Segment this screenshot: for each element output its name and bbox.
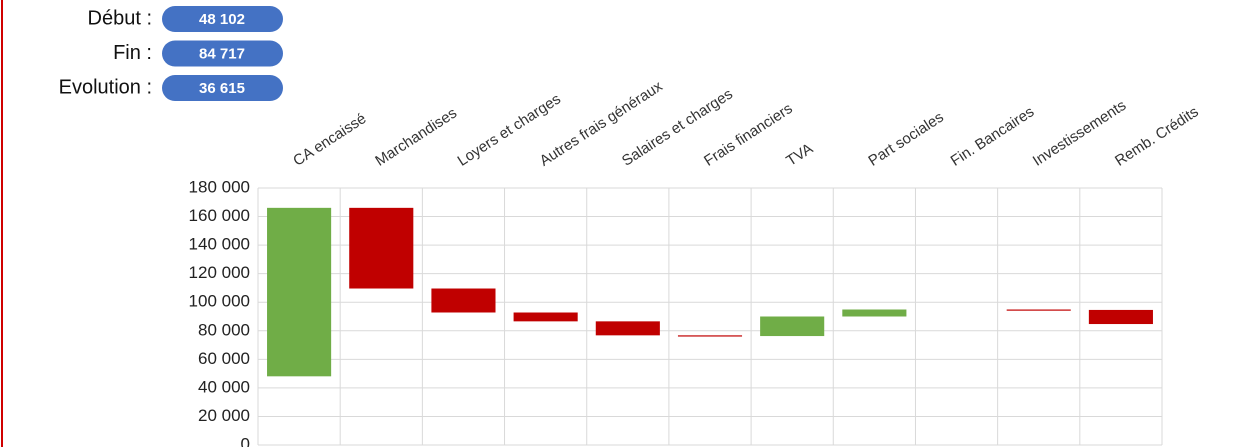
y-tick-label: 20 000	[198, 406, 250, 425]
bar	[349, 207, 414, 289]
y-tick-label: 40 000	[198, 377, 250, 396]
x-tick-label: Part sociales	[865, 109, 946, 170]
y-tick-label: 140 000	[189, 235, 250, 254]
x-tick-label: CA encaissé	[290, 110, 369, 170]
summary-pill	[162, 75, 283, 101]
summary-label: Début :	[88, 7, 152, 29]
y-tick-label: 120 000	[189, 263, 250, 282]
summary-label: Evolution :	[59, 76, 152, 98]
y-tick-label: 180 000	[189, 177, 250, 196]
bar	[1006, 309, 1071, 311]
bar	[677, 335, 743, 337]
summary-pill	[162, 6, 283, 32]
y-tick-label: 160 000	[189, 206, 250, 225]
bar	[760, 316, 825, 337]
bar	[513, 312, 578, 322]
bar	[267, 207, 332, 377]
bar	[1088, 309, 1153, 325]
y-tick-label: 0	[241, 434, 250, 447]
x-tick-label: Fin. Bancaires	[948, 103, 1038, 169]
summary-value: 84 717	[199, 45, 245, 62]
summary-pill	[162, 40, 283, 67]
bar	[842, 309, 907, 317]
y-tick-label: 60 000	[198, 349, 250, 368]
y-tick-label: 100 000	[189, 292, 250, 311]
summary-value: 36 615	[199, 80, 245, 97]
bar	[431, 288, 496, 313]
bar	[595, 321, 660, 336]
summary-label: Fin :	[113, 42, 152, 64]
x-tick-label: Marchandises	[372, 105, 460, 170]
y-tick-label: 80 000	[198, 320, 250, 339]
summary-value: 48 102	[199, 11, 245, 28]
x-tick-label: TVA	[783, 140, 816, 170]
